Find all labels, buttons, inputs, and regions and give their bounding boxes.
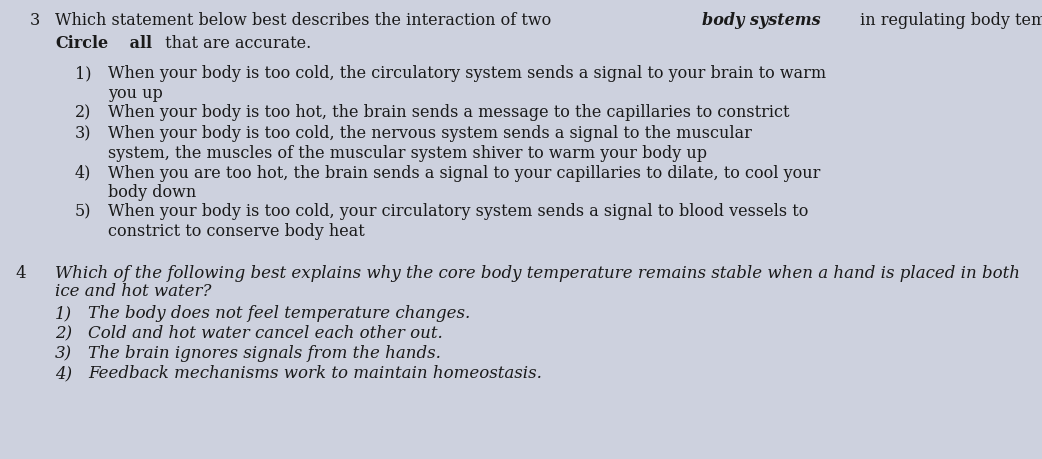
Text: 4: 4 (15, 264, 26, 281)
Text: Cold and hot water cancel each other out.: Cold and hot water cancel each other out… (88, 325, 443, 342)
Text: constrict to conserve body heat: constrict to conserve body heat (108, 223, 365, 240)
Text: Which statement below best describes the interaction of two: Which statement below best describes the… (55, 12, 556, 29)
Text: When your body is too cold, the circulatory system sends a signal to your brain : When your body is too cold, the circulat… (108, 65, 826, 82)
Text: body systems: body systems (702, 12, 820, 29)
Text: Circle: Circle (55, 35, 108, 52)
Text: 4): 4) (55, 365, 72, 382)
Text: 1): 1) (75, 65, 92, 82)
Text: 2): 2) (75, 104, 92, 121)
Text: 4): 4) (75, 164, 92, 181)
Text: system, the muscles of the muscular system shiver to warm your body up: system, the muscles of the muscular syst… (108, 145, 708, 162)
Text: When your body is too hot, the brain sends a message to the capillaries to const: When your body is too hot, the brain sen… (108, 104, 790, 121)
Text: When your body is too cold, the nervous system sends a signal to the muscular: When your body is too cold, the nervous … (108, 125, 752, 142)
Text: 3): 3) (75, 125, 92, 142)
Text: When you are too hot, the brain sends a signal to your capillaries to dilate, to: When you are too hot, the brain sends a … (108, 164, 820, 181)
Text: The body does not feel temperature changes.: The body does not feel temperature chang… (88, 306, 470, 323)
Text: all: all (124, 35, 151, 52)
Text: 5): 5) (75, 203, 92, 220)
Text: Which of the following best explains why the core body temperature remains stabl: Which of the following best explains why… (55, 264, 1020, 281)
Text: 3): 3) (55, 346, 72, 363)
Text: 2): 2) (55, 325, 72, 342)
Text: 3: 3 (30, 12, 41, 29)
Text: body down: body down (108, 184, 196, 201)
Text: The brain ignores signals from the hands.: The brain ignores signals from the hands… (88, 346, 441, 363)
Text: ice and hot water?: ice and hot water? (55, 284, 212, 301)
Text: 1): 1) (55, 306, 72, 323)
Text: in regulating body temperature?: in regulating body temperature? (855, 12, 1042, 29)
Text: that are accurate.: that are accurate. (159, 35, 311, 52)
Text: you up: you up (108, 84, 163, 101)
Text: When your body is too cold, your circulatory system sends a signal to blood vess: When your body is too cold, your circula… (108, 203, 809, 220)
Text: Feedback mechanisms work to maintain homeostasis.: Feedback mechanisms work to maintain hom… (88, 365, 542, 382)
